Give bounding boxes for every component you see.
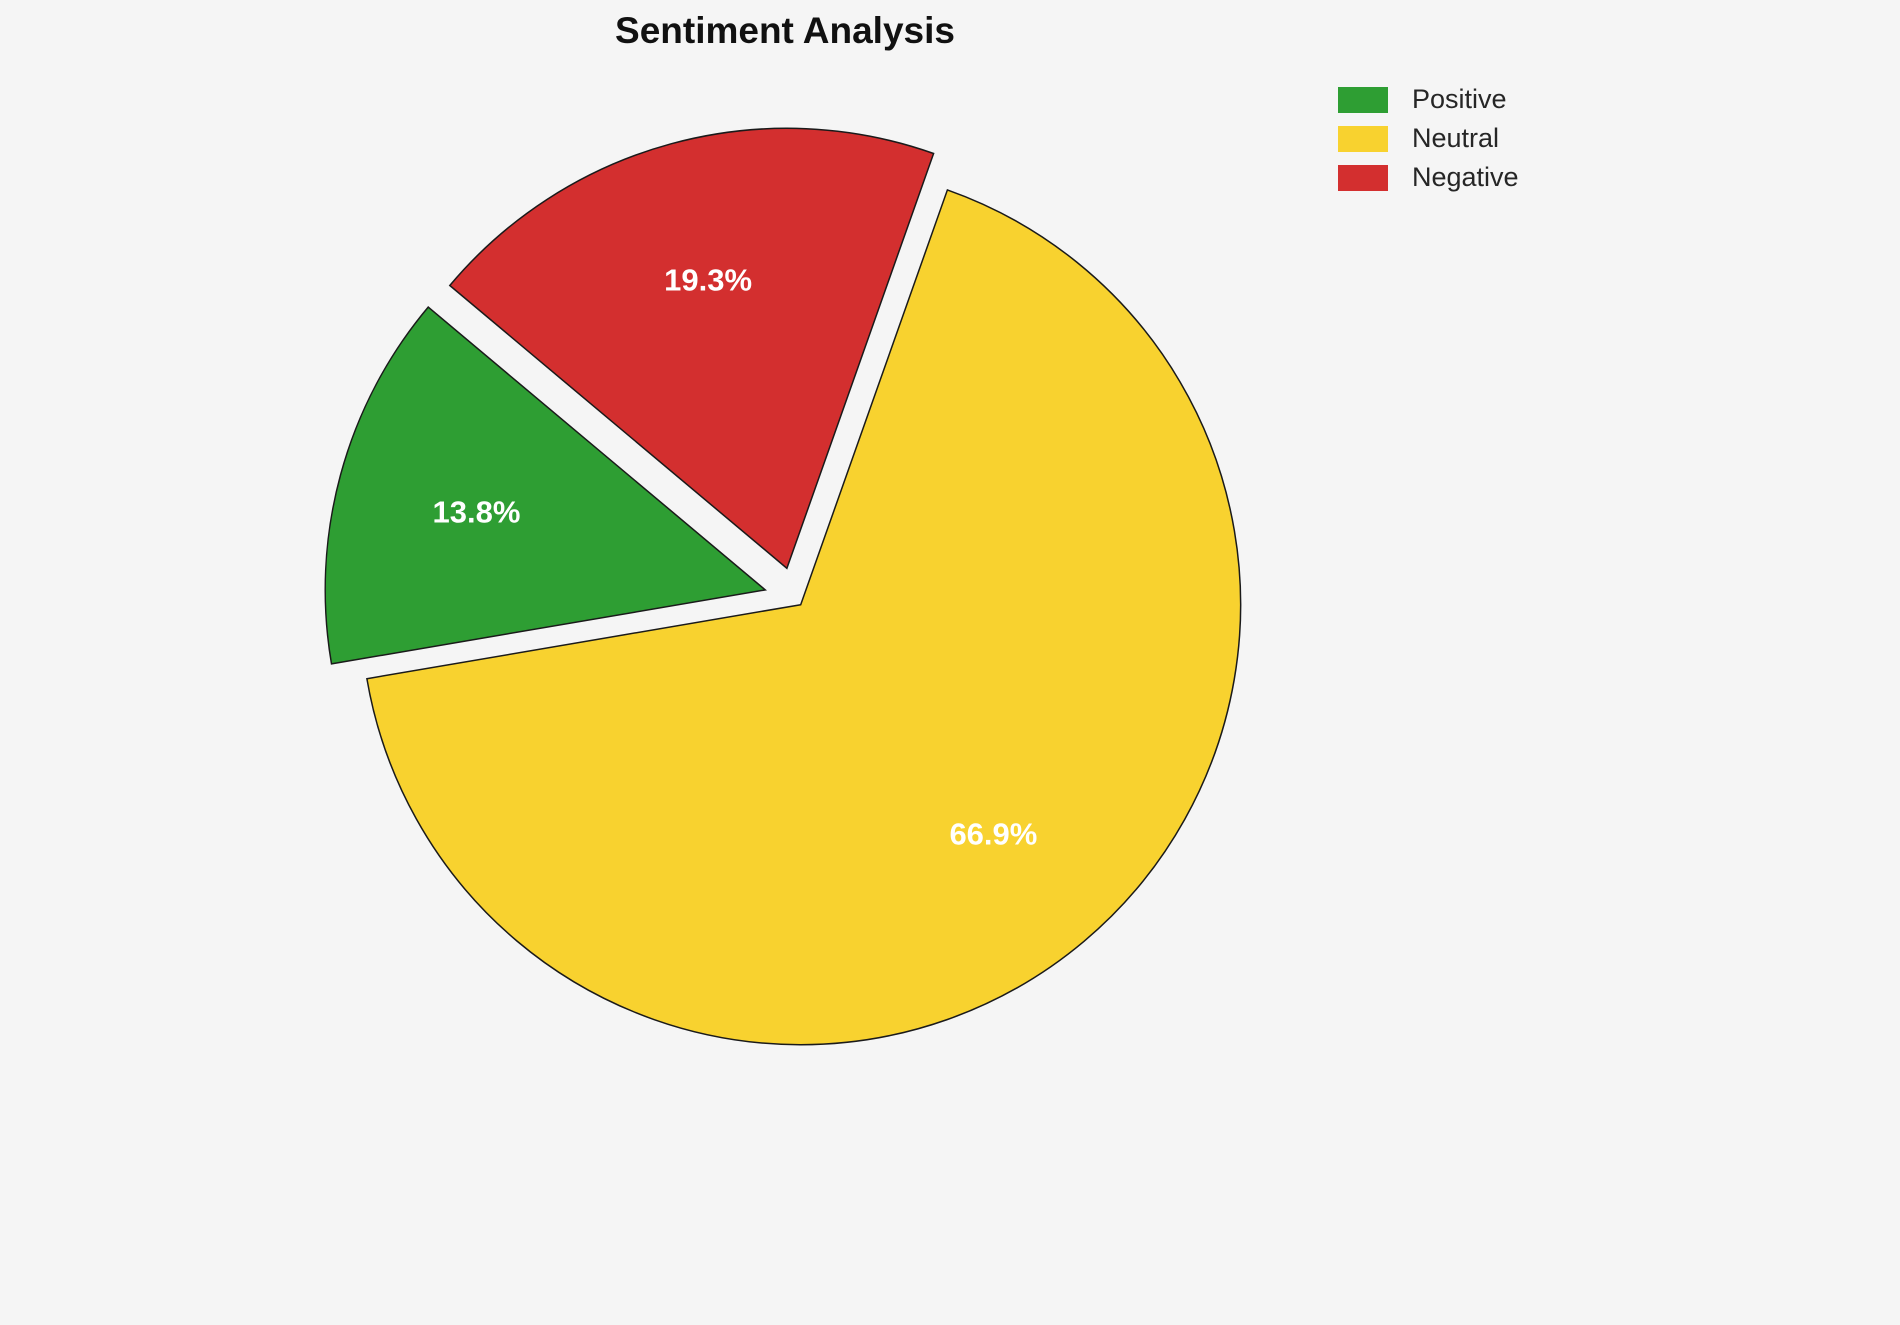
legend: Positive Neutral Negative xyxy=(1338,80,1519,197)
legend-item-positive: Positive xyxy=(1338,80,1519,119)
pct-label-positive: 13.8% xyxy=(433,495,521,530)
legend-item-neutral: Neutral xyxy=(1338,119,1519,158)
chart-title: Sentiment Analysis xyxy=(615,10,955,51)
legend-item-negative: Negative xyxy=(1338,158,1519,197)
pct-label-neutral: 66.9% xyxy=(949,816,1037,851)
legend-label-positive: Positive xyxy=(1412,84,1507,114)
legend-label-neutral: Neutral xyxy=(1412,123,1500,153)
legend-swatch-negative-icon xyxy=(1338,164,1388,191)
legend-label-negative: Negative xyxy=(1412,162,1519,192)
pie-slice-positive xyxy=(324,306,768,665)
pct-label-negative: 19.3% xyxy=(664,262,752,297)
pie-slice-negative xyxy=(448,127,935,570)
legend-swatch-positive-icon xyxy=(1338,86,1388,113)
legend-swatch-neutral-icon xyxy=(1338,125,1388,152)
pie-slice-neutral xyxy=(366,188,1242,1046)
